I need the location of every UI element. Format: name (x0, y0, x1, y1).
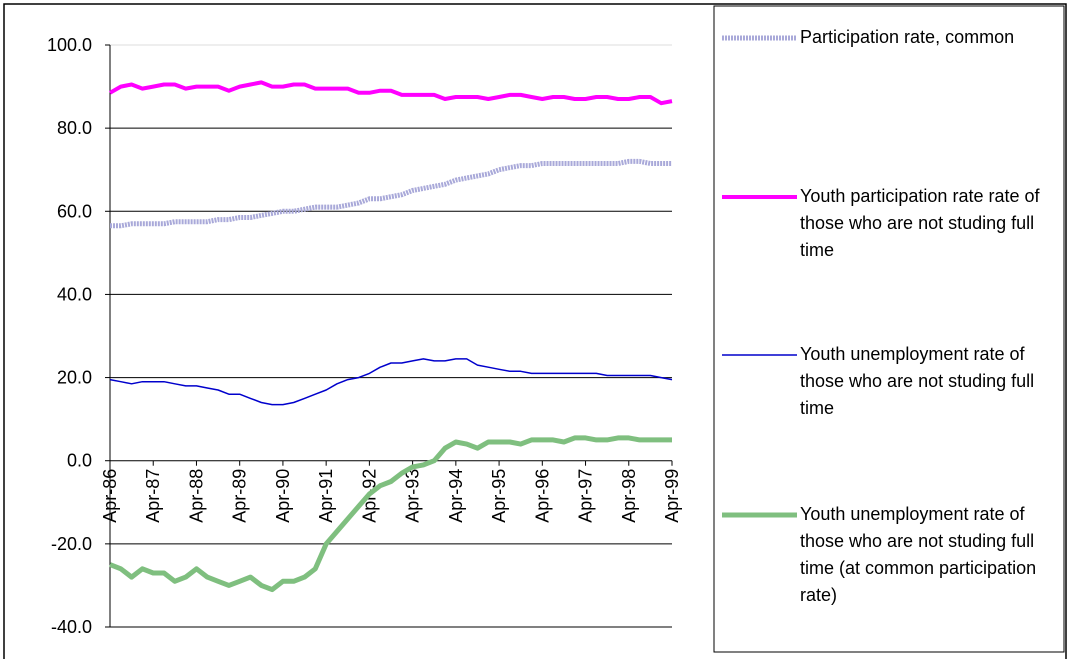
x-tick-label: Apr-98 (619, 469, 639, 523)
x-tick-label: Apr-94 (446, 469, 466, 523)
y-tick-label: 0.0 (67, 451, 92, 471)
x-tick-label: Apr-93 (403, 469, 423, 523)
series-line (109, 358, 673, 406)
x-tick-label: Apr-88 (186, 469, 206, 523)
x-tick-label: Apr-97 (576, 469, 596, 523)
y-tick-label: 80.0 (57, 118, 92, 138)
x-tick-label: Apr-91 (316, 469, 336, 523)
legend-label: Participation rate, common (800, 27, 1015, 47)
y-tick-label: 20.0 (57, 368, 92, 388)
y-tick-label: 40.0 (57, 284, 92, 304)
x-tick-label: Apr-86 (100, 469, 120, 523)
x-tick-label: Apr-89 (230, 469, 250, 523)
y-tick-label: -20.0 (51, 534, 92, 554)
series-line (109, 80, 673, 106)
y-tick-label: -40.0 (51, 617, 92, 637)
x-tick-label: Apr-99 (662, 469, 682, 523)
y-tick-label: 60.0 (57, 201, 92, 221)
legend-box (713, 5, 1065, 653)
series-line (109, 435, 672, 593)
y-tick-label: 100.0 (47, 35, 92, 55)
legend-label: Youth unemployment rate of those who are… (800, 504, 1037, 605)
x-tick-label: Apr-96 (532, 469, 552, 523)
legend-label: Youth unemployment rate of those who are… (800, 344, 1035, 418)
x-tick-label: Apr-87 (143, 469, 163, 523)
legend-label: Youth participation rate rate of those w… (800, 186, 1040, 260)
chart-border (3, 3, 1067, 659)
series-line (110, 158, 672, 229)
x-tick-label: Apr-95 (489, 469, 509, 523)
x-tick-label: Apr-90 (273, 469, 293, 523)
